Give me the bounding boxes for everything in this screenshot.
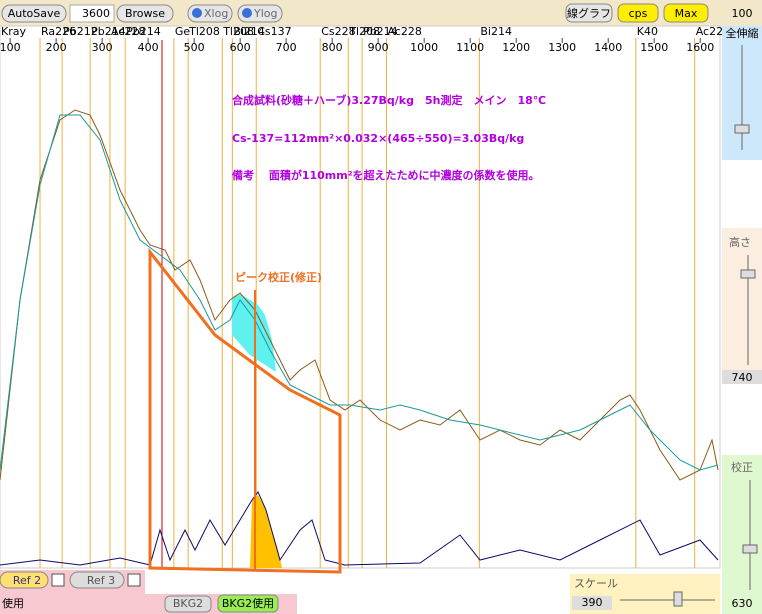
ref2-button[interactable] [0, 571, 49, 589]
nuclide-label: Pb212 [63, 25, 98, 38]
x-tick-label: 200 [46, 41, 67, 54]
note: 備考 面積が110mm²を超えたために中濃度の係数を使用。 [232, 168, 540, 182]
graph-mode-label: 線グラフ [567, 6, 611, 20]
spectrum-difference [0, 491, 719, 566]
browse-button[interactable] [116, 4, 174, 23]
calibration-value: 630 [732, 597, 753, 610]
calibration-slider[interactable] [742, 544, 758, 554]
x-tick-label: 900 [368, 41, 389, 54]
baseline-polygon [148, 247, 342, 574]
nuclide-label: Pb214 [126, 25, 161, 38]
autosave-button[interactable] [1, 4, 67, 23]
max-value: 100 [732, 7, 753, 20]
bkg2-button[interactable] [164, 595, 212, 613]
note: 合成試料(砂糖＋ハーブ)3.27Bq/kg 5h測定 メイン 18℃ [232, 93, 546, 107]
nuclide-label: Tl208 [222, 25, 254, 38]
cps-button[interactable] [617, 3, 659, 23]
seconds-value: 3600 [82, 7, 110, 20]
browse-label: Browse [125, 7, 165, 20]
peak-area-lower [250, 495, 282, 568]
x-tick-label: 500 [184, 41, 205, 54]
x-tick-label: 1000 [410, 41, 438, 54]
x-tick-label: 800 [322, 41, 343, 54]
plot-area [0, 25, 721, 569]
peak-label: ピーク校正(修正) [235, 270, 322, 284]
ylog-label: Ylog [253, 7, 278, 20]
nuclide-label: Pb214 [363, 25, 398, 38]
calibration-panel [722, 455, 762, 614]
note: Cs-137=112mm²×0.032×(465÷550)=3.03Bq/kg [232, 132, 524, 145]
ref3-button[interactable] [69, 571, 125, 589]
scale-value: 390 [582, 596, 603, 609]
x-tick-label: 600 [230, 41, 251, 54]
calibration-label: 校正 [731, 460, 753, 474]
nuclide-label: Pb214 [91, 25, 126, 38]
nuclide-label: Ac228 [387, 25, 421, 38]
ref2-label: Ref 2 [13, 574, 41, 587]
nuclide-label: Bi214 [480, 25, 512, 38]
x-tick-label: 1600 [686, 41, 714, 54]
autosave-label: AutoSave [8, 7, 61, 20]
ref2-checkbox[interactable] [51, 573, 65, 587]
spectrum-reference [0, 114, 719, 471]
seconds-input[interactable] [69, 4, 115, 23]
nuclide-label: Ra226 [41, 25, 76, 38]
ylog-icon [242, 8, 252, 18]
nuclide-label: Cs228 [321, 25, 355, 38]
height-value: 740 [732, 371, 753, 384]
nuclide-label: Bi214 [233, 25, 265, 38]
bkg2-label: BKG2 [173, 597, 203, 610]
x-tick-label: 1300 [548, 41, 576, 54]
ref3-checkbox[interactable] [127, 573, 141, 587]
x-tick-label: 100 [0, 41, 21, 54]
scale-label: スケール [574, 577, 618, 590]
ref3-label: Ref 3 [87, 574, 115, 587]
graph-mode-button[interactable] [565, 3, 613, 23]
height-slider[interactable] [740, 269, 756, 279]
spectrum-main [0, 109, 719, 481]
height-value-box [722, 370, 762, 384]
max-button[interactable] [663, 3, 709, 23]
bkg2-use-label: BKG2使用 [222, 597, 274, 610]
height-label: 高さ [729, 235, 751, 249]
x-tick-label: 1100 [456, 41, 484, 54]
xlog-label: Xlog [204, 7, 228, 20]
nuclide-label: Kray [1, 25, 26, 38]
x-tick-label: 300 [92, 41, 113, 54]
x-tick-label: 700 [276, 41, 297, 54]
scale-value-box [572, 596, 612, 610]
nuclide-label: Ge [175, 25, 191, 38]
nuclide-label: Ac228 [696, 25, 730, 38]
use-label: 使用 [2, 597, 24, 610]
x-tick-label: 1200 [502, 41, 530, 54]
nuclide-label: Tl208 [348, 25, 380, 38]
nuclide-label: Ac228 [111, 25, 145, 38]
nuclide-label: K40 [637, 25, 658, 38]
nuclide-label: Tl208 [188, 25, 220, 38]
x-tick-label: 1400 [594, 41, 622, 54]
bkg2-use-button[interactable] [217, 594, 279, 613]
max-label: Max [675, 7, 698, 20]
x-tick-label: 1500 [640, 41, 668, 54]
nuclide-label: Cs137 [257, 25, 291, 38]
zoom-slider[interactable] [734, 124, 750, 134]
cps-label: cps [629, 7, 648, 20]
xlog-icon [192, 8, 202, 18]
x-tick-label: 400 [138, 41, 159, 54]
height-panel [722, 228, 762, 384]
scale-slider[interactable] [673, 591, 683, 607]
zoom-label: 全伸縮 [726, 26, 759, 40]
